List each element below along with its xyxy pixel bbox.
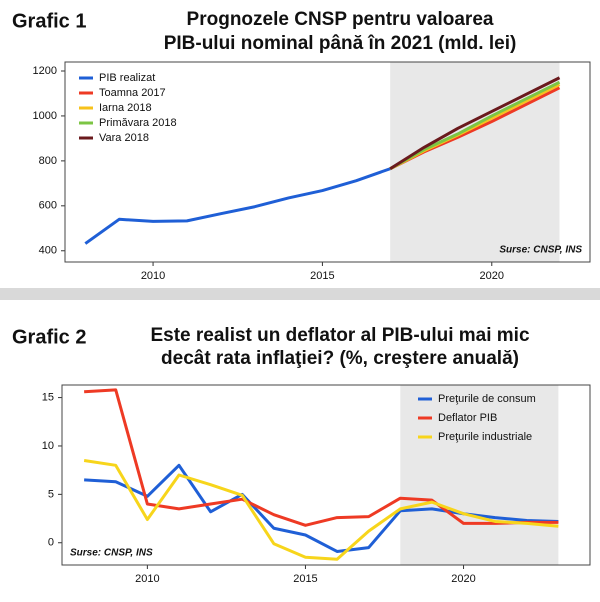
chart-label: Grafic 1 bbox=[12, 10, 86, 32]
source-note: Surse: CNSP, INS bbox=[499, 245, 582, 256]
x-tick-label: 2015 bbox=[293, 573, 317, 585]
chart-title: Este realist un deflator al PIB-ului mai… bbox=[150, 325, 529, 346]
legend-label: Vara 2018 bbox=[99, 132, 149, 144]
legend-label: Preţurile de consum bbox=[438, 393, 536, 405]
x-tick-label: 2010 bbox=[135, 573, 159, 585]
forecast-shade bbox=[400, 385, 559, 565]
y-tick-label: 800 bbox=[39, 155, 57, 167]
y-tick-label: 1200 bbox=[33, 65, 57, 77]
y-tick-label: 10 bbox=[42, 440, 54, 452]
series-line bbox=[84, 388, 559, 527]
y-tick-label: 600 bbox=[39, 200, 57, 212]
plot-frame bbox=[61, 384, 591, 566]
series-line bbox=[83, 459, 559, 561]
legend-label: Toamna 2017 bbox=[99, 87, 166, 99]
plot-frame bbox=[64, 61, 591, 263]
y-tick-label: 1000 bbox=[33, 110, 57, 122]
series-line bbox=[84, 167, 391, 245]
source-note: Surse: CNSP, INS bbox=[70, 548, 153, 559]
y-tick-label: 5 bbox=[48, 488, 54, 500]
legend-label: Deflator PIB bbox=[438, 412, 497, 424]
series-line bbox=[389, 76, 561, 171]
x-tick-label: 2020 bbox=[480, 270, 504, 282]
y-tick-label: 400 bbox=[39, 245, 57, 257]
y-tick-label: 0 bbox=[48, 537, 54, 549]
chart-title: PIB-ului nominal până în 2021 (mld. lei) bbox=[164, 33, 517, 54]
series-line bbox=[389, 80, 561, 171]
x-tick-label: 2010 bbox=[141, 270, 165, 282]
chart-label: Grafic 2 bbox=[12, 326, 86, 348]
series-line bbox=[84, 463, 559, 553]
x-tick-label: 2015 bbox=[310, 270, 334, 282]
legend-label: PIB realizat bbox=[99, 72, 155, 84]
separator bbox=[0, 288, 600, 300]
legend-label: Preţurile industriale bbox=[438, 431, 532, 443]
chart-title: decât rata inflaţiei? (%, creştere anual… bbox=[161, 348, 519, 369]
y-tick-label: 15 bbox=[42, 391, 54, 403]
legend-label: Iarna 2018 bbox=[99, 102, 152, 114]
chart-title: Prognozele CNSP pentru valoarea bbox=[187, 9, 494, 30]
legend-label: Primăvara 2018 bbox=[99, 117, 177, 129]
x-tick-label: 2020 bbox=[451, 573, 475, 585]
